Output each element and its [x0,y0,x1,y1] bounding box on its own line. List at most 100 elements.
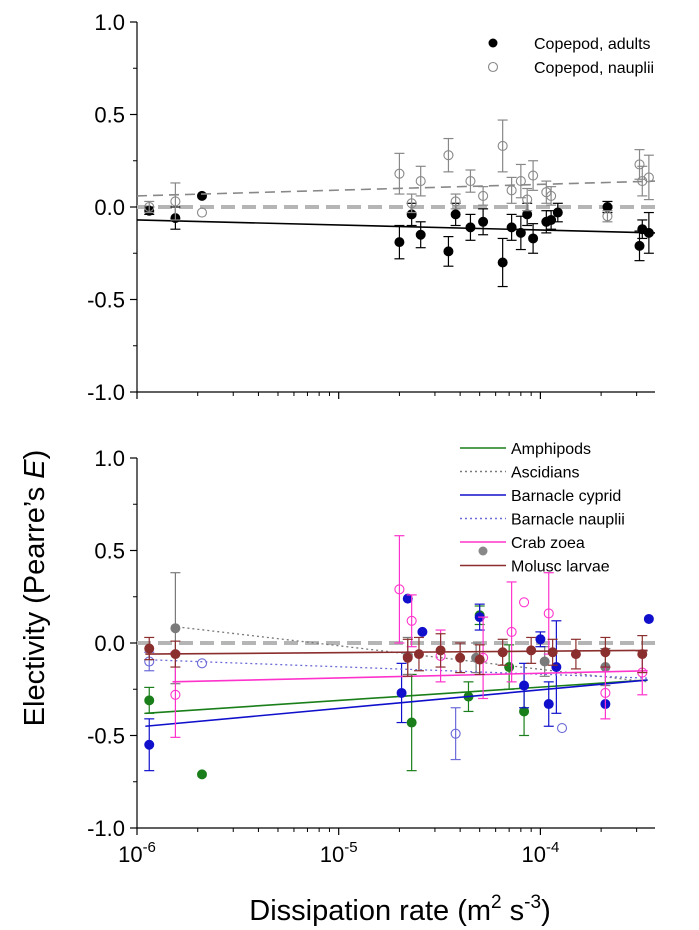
data-point [643,613,654,624]
y-tick-label: 0.0 [94,195,125,220]
data-point [504,662,515,673]
data-point [547,647,558,658]
data-point [522,194,533,205]
x-tick-label: 10-6 [118,839,156,867]
legend-label: Crab zoea [511,535,585,552]
data-point [196,658,208,669]
data-point [144,739,155,750]
data-point [450,728,461,739]
data-point [394,237,405,248]
y-tick-label: 1.0 [94,446,125,471]
data-point [528,233,539,244]
x-axis-title-suffix: ) [541,895,551,927]
data-point [406,717,417,728]
data-point [196,769,207,780]
data-point [543,608,554,619]
legend-label: Molusc larvae [511,559,610,576]
trend-line [145,679,648,715]
axis-titles: Electivity (Pearre’s E) Dissipation rate… [19,450,551,927]
legend-marker [488,38,498,48]
data-point [634,240,645,251]
data-point [170,196,181,207]
data-point [515,227,526,238]
series-barnacle-cyprid [144,593,654,772]
series-copepod-adults [136,190,656,288]
data-point [602,211,613,222]
data-point [450,209,461,220]
data-point [535,634,546,645]
data-point [415,229,426,240]
data-point [506,185,517,196]
data-point [413,649,424,660]
data-point [394,168,405,179]
series-amphipods [144,605,648,780]
data-point [196,207,208,218]
data-point [519,680,530,691]
y-tick-label: 0.5 [94,539,125,564]
x-tick-exponent: -4 [546,839,559,856]
chart-panel-1: 1.0 0.5 0.0 -0.5 -1.0 Copepod, adultsCopepod,… [87,10,656,405]
data-point [600,647,611,658]
chart-panel-2: 1.00.50.0-0.5-1.010-6 10-5 10-4AmphipodsAs… [87,441,655,867]
legend-label: Ascidians [511,465,579,482]
series-copepod-nauplii [136,119,656,223]
panels: 1.0 0.5 0.0 -0.5 -1.0 Copepod, adultsCopepod,… [87,10,656,867]
y-axis-title-suffix: ) [19,450,51,460]
data-point [465,222,476,233]
data-point [600,687,611,699]
x-tick-label: 10-4 [521,839,559,867]
trend-line [145,679,648,728]
data-point [450,196,461,207]
series-molusc-larvae [144,633,648,677]
data-point [478,216,489,227]
data-point [637,649,648,660]
data-point [519,597,530,608]
x-tick-base: 10 [118,842,142,867]
data-point [455,652,466,663]
data-point [396,687,407,698]
x-tick-exponent: -6 [143,839,156,856]
data-point [526,645,537,656]
y-tick-label: -0.5 [87,288,125,313]
legend: Copepod, adults Copepod, nauplii [487,36,654,77]
y-tick-label: -1.0 [87,380,125,405]
data-point [546,190,557,201]
y-axis-title-prefix: Electivity (Pearre’s [19,479,51,727]
data-point [643,172,654,183]
legend: Amphipods Ascidians Barnacle cyprid Barnacl… [460,441,625,576]
trend-line [145,659,648,679]
data-point [643,227,654,238]
data-point [546,214,557,225]
data-point [394,584,405,595]
data-point [634,159,645,170]
legend-label: Barnacle cyprid [511,488,621,505]
data-point [170,649,181,660]
y-axis-title-italic: E [19,459,51,479]
data-point [506,626,517,637]
x-axis-title-exp2: -3 [524,892,541,913]
data-point [443,150,454,161]
trend-line [136,219,656,234]
data-point [539,656,550,667]
x-axis-title-mid: s [502,895,525,927]
legend-label: Barnacle nauplii [511,512,625,529]
x-axis-title-exp1: 2 [491,892,502,913]
data-point [478,190,489,201]
data-point [515,176,526,187]
data-point [443,246,454,257]
data-point [474,654,485,665]
data-point [406,198,417,209]
data-point [570,649,581,660]
data-point [497,647,508,658]
legend-label: Amphipods [511,441,591,458]
data-point [415,176,426,187]
y-tick-label: 0.5 [94,103,125,128]
data-point [435,645,446,656]
y-tick-label: 1.0 [94,10,125,35]
trend-line [145,649,648,655]
data-point [402,652,413,663]
data-point [528,170,539,181]
legend-marker [478,546,488,556]
legend-label: Copepod, nauplii [534,60,654,77]
